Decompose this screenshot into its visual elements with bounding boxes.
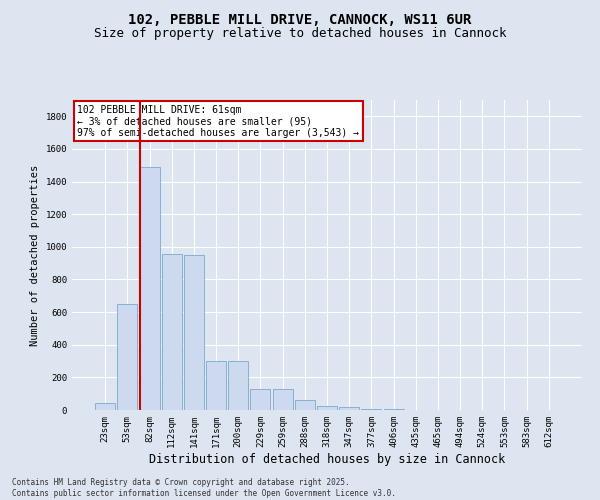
Bar xyxy=(339,406,359,410)
Bar xyxy=(317,406,337,410)
Bar xyxy=(383,409,404,410)
Bar xyxy=(361,409,382,410)
Bar xyxy=(118,304,137,410)
Text: 102, PEBBLE MILL DRIVE, CANNOCK, WS11 6UR: 102, PEBBLE MILL DRIVE, CANNOCK, WS11 6U… xyxy=(128,12,472,26)
Text: Size of property relative to detached houses in Cannock: Size of property relative to detached ho… xyxy=(94,28,506,40)
Bar xyxy=(95,402,115,410)
Bar xyxy=(295,400,315,410)
Bar xyxy=(140,167,160,410)
Text: Contains HM Land Registry data © Crown copyright and database right 2025.
Contai: Contains HM Land Registry data © Crown c… xyxy=(12,478,396,498)
Bar xyxy=(228,361,248,410)
Bar xyxy=(272,389,293,410)
Bar xyxy=(162,254,182,410)
Bar xyxy=(206,361,226,410)
Bar xyxy=(250,389,271,410)
Y-axis label: Number of detached properties: Number of detached properties xyxy=(30,164,40,346)
Text: 102 PEBBLE MILL DRIVE: 61sqm
← 3% of detached houses are smaller (95)
97% of sem: 102 PEBBLE MILL DRIVE: 61sqm ← 3% of det… xyxy=(77,104,359,138)
Bar xyxy=(184,255,204,410)
X-axis label: Distribution of detached houses by size in Cannock: Distribution of detached houses by size … xyxy=(149,452,505,466)
